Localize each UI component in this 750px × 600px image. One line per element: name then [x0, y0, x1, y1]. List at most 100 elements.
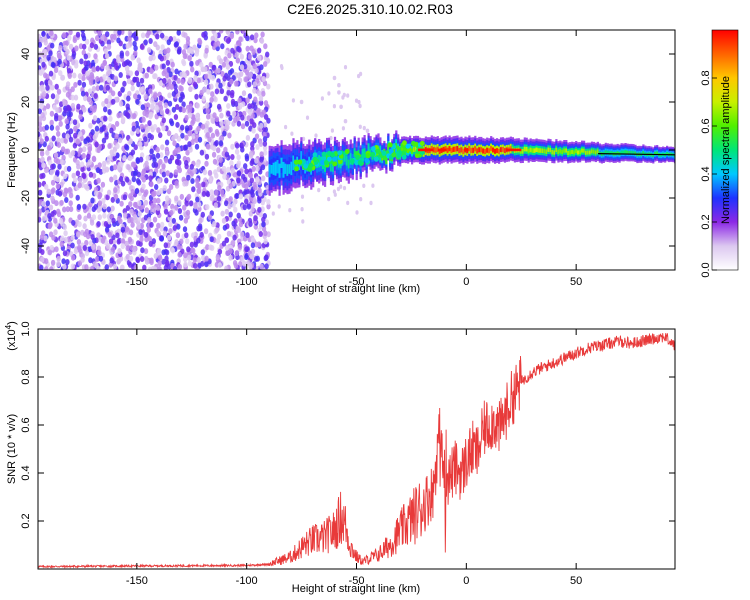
noise-cell	[245, 134, 251, 141]
noise-cell	[236, 177, 241, 184]
noise-cell	[76, 231, 81, 238]
noise-cell	[180, 132, 185, 139]
noise-cell	[139, 86, 144, 93]
noise-cell	[179, 193, 184, 200]
noise-cell	[236, 154, 241, 161]
signal-cell	[349, 153, 352, 165]
noise-cell	[254, 67, 259, 74]
noise-cell	[263, 238, 268, 245]
noise-cell	[80, 90, 86, 97]
snr-x-tick-label: -100	[236, 575, 258, 587]
noise-cell	[259, 156, 264, 163]
noise-cell	[207, 136, 212, 143]
signal-blob	[381, 150, 387, 156]
noise-cell	[53, 175, 58, 182]
noise-cell	[84, 183, 89, 190]
noise-cell	[106, 243, 111, 250]
signal-cell	[454, 146, 457, 152]
noise-cell	[233, 117, 238, 123]
noise-cell	[165, 108, 170, 115]
noise-cell	[116, 164, 121, 171]
noise-cell	[209, 83, 214, 90]
spectrogram-heatmap	[38, 30, 675, 270]
noise-cell	[156, 178, 161, 185]
noise-cell	[38, 103, 44, 109]
noise-cell	[105, 84, 111, 91]
signal-cell	[575, 149, 578, 154]
noise-cell	[95, 85, 101, 92]
noise-cell	[88, 257, 93, 264]
noise-cell	[116, 37, 121, 44]
noise-cell	[54, 246, 59, 253]
noise-cell	[200, 211, 205, 218]
noise-cell	[54, 200, 59, 207]
signal-cell	[480, 147, 483, 153]
noise-cell	[115, 143, 120, 150]
signal-cell	[490, 146, 493, 152]
noise-cell	[132, 113, 137, 119]
noise-cell	[176, 77, 181, 84]
noise-cell	[95, 35, 100, 42]
noise-cell	[170, 61, 175, 68]
noise-cell	[97, 162, 102, 169]
signal-blob	[401, 150, 406, 156]
noise-cell	[150, 202, 155, 209]
noise-cell	[185, 195, 191, 202]
noise-cell	[127, 60, 133, 67]
noise-cell	[244, 246, 249, 253]
signal-cell	[533, 148, 536, 153]
noise-cell	[199, 149, 205, 156]
noise-cell	[39, 98, 45, 105]
colorbar-gradient	[712, 30, 738, 270]
noise-cell	[197, 206, 202, 212]
noise-cell	[73, 132, 78, 139]
noise-cell	[96, 232, 101, 239]
noise-cell	[346, 200, 350, 206]
noise-cell	[84, 228, 90, 235]
noise-cell	[263, 149, 268, 156]
noise-cell	[161, 63, 166, 70]
noise-cell	[148, 88, 153, 95]
noise-cell	[343, 119, 348, 124]
signal-cell	[458, 147, 461, 154]
noise-cell	[77, 79, 82, 86]
noise-cell	[106, 189, 112, 196]
noise-cell	[63, 107, 68, 114]
noise-cell	[225, 30, 230, 35]
noise-cell	[172, 140, 177, 147]
noise-cell	[149, 68, 154, 75]
noise-cell	[259, 263, 264, 270]
noise-cell	[50, 93, 56, 100]
noise-cell	[339, 184, 343, 189]
noise-cell	[234, 148, 240, 155]
noise-cell	[191, 186, 196, 193]
noise-cell	[172, 225, 177, 231]
noise-cell	[253, 96, 258, 103]
noise-cell	[221, 240, 227, 247]
signal-cell	[622, 150, 625, 155]
noise-cell	[204, 73, 209, 80]
noise-cell	[54, 98, 59, 105]
noise-cell	[244, 76, 249, 83]
noise-cell	[155, 204, 161, 211]
signal-cell	[561, 149, 564, 154]
noise-cell	[197, 183, 202, 189]
noise-cell	[262, 140, 268, 147]
noise-cell	[207, 169, 213, 176]
noise-cell	[77, 73, 83, 80]
noise-cell	[300, 194, 305, 199]
noise-cell	[173, 83, 178, 90]
noise-cell	[45, 149, 50, 156]
noise-cell	[188, 86, 193, 93]
noise-cell	[73, 94, 79, 101]
noise-cell	[116, 215, 122, 222]
noise-cell	[259, 122, 264, 129]
noise-cell	[249, 45, 254, 52]
noise-cell	[146, 47, 152, 54]
noise-cell	[240, 101, 246, 108]
noise-cell	[84, 38, 90, 45]
noise-cell	[266, 203, 271, 210]
signal-cell	[331, 159, 335, 172]
noise-cell	[174, 195, 179, 202]
noise-cell	[43, 49, 48, 56]
